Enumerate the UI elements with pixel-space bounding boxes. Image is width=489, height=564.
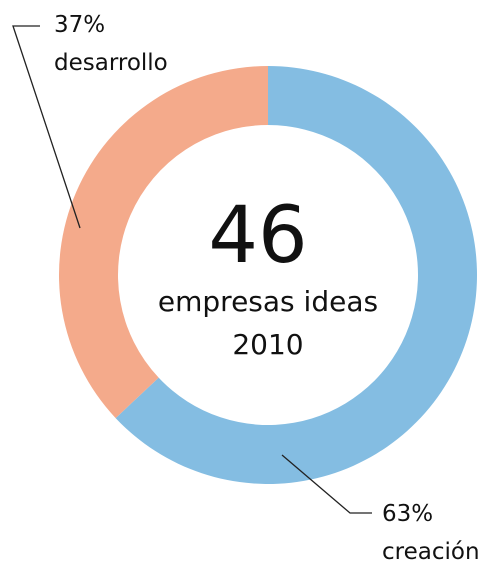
callout-desarrollo: 37% desarrollo [12,12,168,229]
donut-slices [59,66,478,485]
value-label-desarrollo: 37% [54,12,105,38]
center-value: 46 [208,191,307,281]
slice-desarrollo [59,66,268,419]
callout-creacion: 63% creación [281,454,480,564]
value-label-creacion: 63% [382,501,433,527]
category-label-creacion: creación [382,539,480,564]
leader-line-desarrollo [12,25,81,229]
category-label-desarrollo: desarrollo [54,50,168,76]
center-label: 46 empresas ideas 2010 [158,191,378,361]
center-line-2: 2010 [232,328,303,361]
center-line-1: empresas ideas [158,285,378,318]
leader-line-creacion [281,454,372,514]
slice-creacion [115,66,478,485]
